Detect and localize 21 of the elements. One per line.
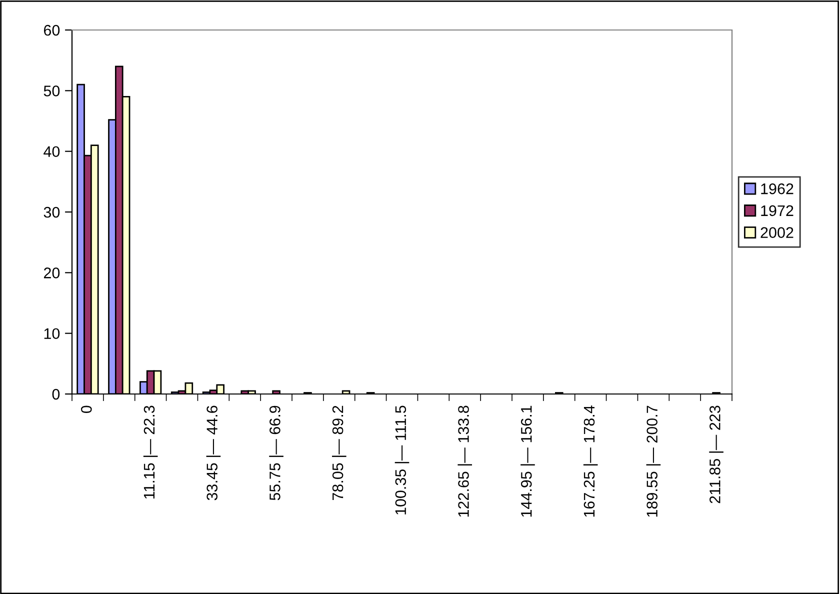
x-tick-label: 100.35 |— 111.5 [394, 406, 410, 514]
legend-label: 1962 [761, 183, 794, 194]
y-tick-label: 40 [44, 146, 60, 158]
y-tick-label: 10 [44, 328, 60, 340]
x-tick-label: 78.05 |— 89.2 [332, 406, 346, 500]
legend-label: 2002 [760, 227, 794, 238]
x-tick-label: 211.85 |— 223 [709, 406, 724, 504]
x-tick-label: 144.95 |— 156.1 [520, 406, 535, 517]
y-tick-label: 30 [44, 206, 60, 218]
legend-label: 1972 [761, 205, 794, 216]
y-tick-label: 60 [44, 24, 60, 36]
x-tick-label: 167.25 |— 178.4 [583, 406, 598, 517]
y-tick-label: 50 [44, 86, 60, 96]
y-tick-label: 0 [52, 388, 60, 400]
y-tick-label: 20 [44, 268, 60, 278]
x-tick-label: 55.75 |— 66.9 [269, 406, 284, 500]
x-tick-label: 33.45 |— 44.6 [206, 406, 221, 500]
x-tick-label: 122.65 |— 133.8 [458, 406, 472, 517]
x-tick-label: 11.15 |— 22.3 [143, 406, 158, 499]
x-tick-label: 189.55 |— 200.7 [646, 406, 661, 517]
x-tick-label: 0 [80, 406, 92, 414]
